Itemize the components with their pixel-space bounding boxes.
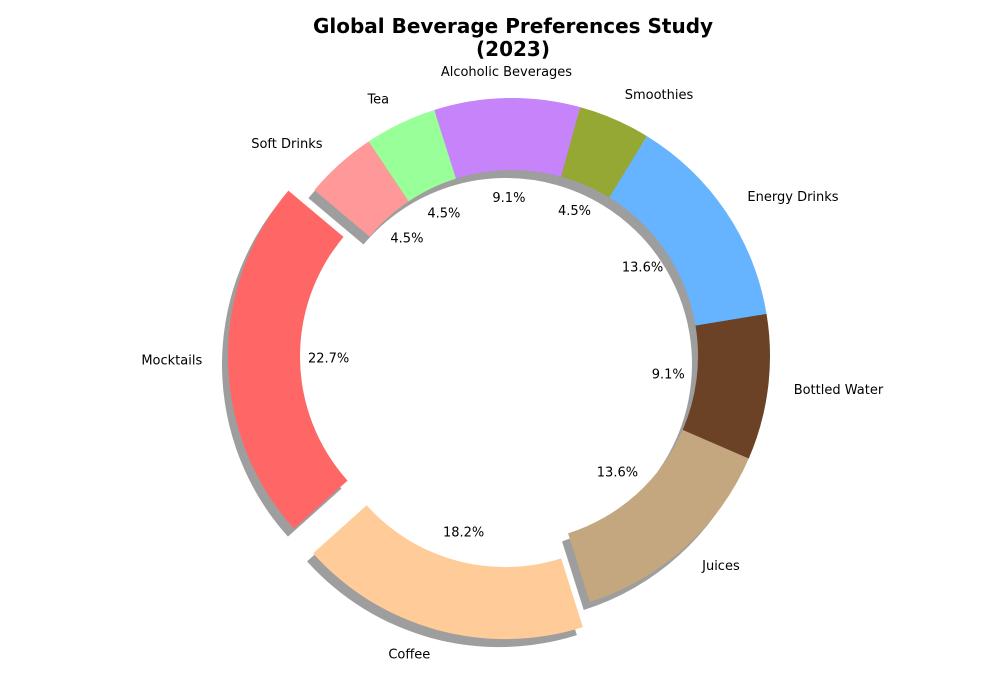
slice-label-tea: Tea xyxy=(366,93,389,108)
slice-labels-group: Mocktails 22.7% Coffee 18.2% Juices 13.6% Bott… xyxy=(141,65,883,663)
slice-label-smoothies: Smoothies xyxy=(625,88,694,103)
slice-pct-coffee: 18.2% xyxy=(443,525,484,540)
slice-label-soft-drinks: Soft Drinks xyxy=(251,137,323,152)
slice-pct-juices: 13.6% xyxy=(597,465,638,480)
slice-label-mocktails: Mocktails xyxy=(141,354,202,369)
slice-pct-alcoholic-beverages: 9.1% xyxy=(492,191,525,206)
slice-smoothies xyxy=(561,107,647,198)
slice-label-coffee: Coffee xyxy=(388,647,430,662)
slice-pct-energy-drinks: 13.6% xyxy=(622,261,663,276)
slice-energy-drinks xyxy=(609,136,767,326)
slice-pct-mocktails: 22.7% xyxy=(308,352,349,367)
chart-title-line-2: (2023) xyxy=(476,37,550,61)
slice-pct-soft-drinks: 4.5% xyxy=(390,231,423,246)
slice-coffee xyxy=(313,505,583,640)
slice-alcoholic-beverages xyxy=(434,97,581,179)
slice-mocktails xyxy=(228,190,348,529)
slice-pct-smoothies: 4.5% xyxy=(558,204,591,219)
slice-label-alcoholic-beverages: Alcoholic Beverages xyxy=(441,65,572,80)
slice-juices xyxy=(568,429,749,603)
slice-tea xyxy=(368,109,456,202)
slice-pct-tea: 4.5% xyxy=(427,207,460,222)
slice-label-bottled-water: Bottled Water xyxy=(794,383,884,398)
slices-group xyxy=(228,97,770,640)
slice-label-energy-drinks: Energy Drinks xyxy=(747,190,838,205)
slice-bottled-water xyxy=(682,313,770,459)
slice-pct-bottled-water: 9.1% xyxy=(652,368,685,383)
slice-soft-drinks xyxy=(314,141,409,237)
slice-label-juices: Juices xyxy=(701,559,740,574)
chart-title-line-1: Global Beverage Preferences Study xyxy=(313,14,713,38)
